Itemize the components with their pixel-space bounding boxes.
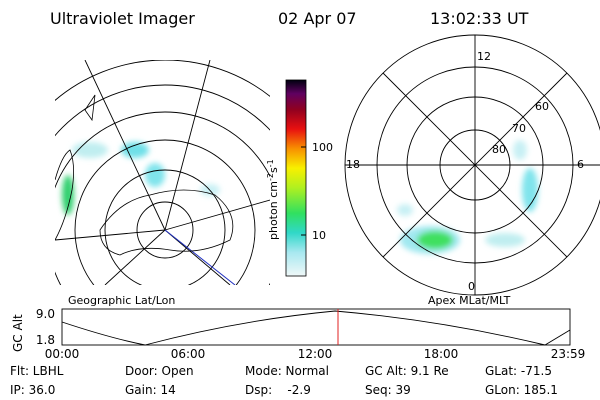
left-panel-label: Geographic Lat/Lon [68,294,175,307]
status-field: Gain: 14 [125,383,176,397]
status-field: IP: 36.0 [10,383,55,397]
time: 13:02:33 UT [430,9,529,28]
right-panel-label: Apex MLat/MLT [428,294,511,307]
timeline-axis-label: GC Alt [11,314,25,352]
timeline-xtick: 12:00 [298,347,333,361]
mlat-label: 80 [492,143,506,156]
date: 02 Apr 07 [278,9,357,28]
geographic-map [55,60,270,285]
timeline-xtick: 23:59 [551,347,586,361]
status-field: GC Alt: 9.1 Re [365,364,449,378]
magnetic-map [397,140,538,254]
mlt-label: 12 [477,50,491,63]
timeline-frame [61,308,571,346]
colorbar-tick-label: 10 [312,229,326,242]
mlt-label: 0 [468,280,475,293]
mlt-label: 6 [577,158,584,171]
status-field: GLon: 185.1 [485,383,558,397]
timeline-xtick: 06:00 [171,347,206,361]
colorbar-tick-label: 100 [312,141,333,154]
status-field: Flt: LBHL [10,364,64,378]
mlat-label: 60 [535,100,549,113]
instrument-title: Ultraviolet Imager [50,9,195,28]
colorbar [285,79,307,277]
timeline-ytick: 9.0 [36,307,55,321]
status-footer: Flt: LBHL Door: Open Mode: Normal GC Alt: 9… [10,364,558,397]
timeline-xtick: 00:00 [45,347,80,361]
timeline-xtick: 18:00 [424,347,459,361]
status-field: Dsp: -2.9 [245,383,311,397]
status-field: Mode: Normal [245,364,329,378]
status-field: Seq: 39 [365,383,411,397]
mlat-label: 70 [512,122,526,135]
status-field: GLat: -71.5 [485,364,552,378]
timeline-ytick: 1.8 [36,333,55,347]
status-field: Door: Open [125,364,194,378]
mlt-label: 18 [346,158,360,171]
colorbar-label: photon cm-2s-1 [266,159,280,240]
altitude-curve [61,310,571,346]
